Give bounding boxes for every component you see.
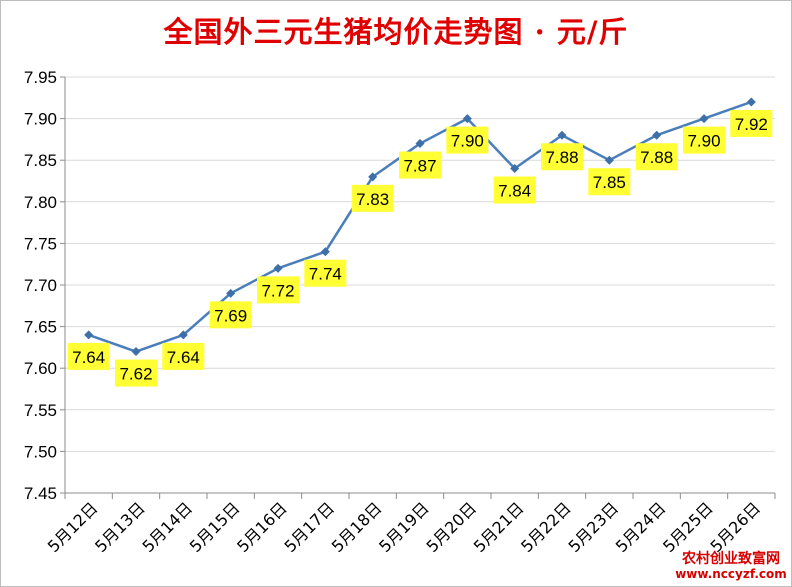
x-tick-label: 5月24日 — [612, 498, 670, 556]
data-label-box — [399, 151, 441, 179]
data-point — [84, 330, 94, 340]
x-tick-label: 5月23日 — [564, 498, 622, 556]
data-label-box — [588, 168, 631, 196]
x-tick-label: 5月18日 — [328, 498, 386, 556]
x-tick-label: 5月22日 — [517, 498, 575, 556]
data-label-box — [683, 126, 725, 154]
data-label-box — [209, 301, 252, 329]
y-tick-label: 7.90 — [24, 110, 57, 129]
y-tick-label: 7.95 — [24, 68, 57, 87]
y-tick-label: 7.75 — [24, 234, 57, 253]
x-tick-label: 5月20日 — [422, 498, 480, 556]
data-point — [510, 164, 520, 174]
data-label: 7.64 — [72, 348, 105, 367]
x-tick-label: 5月13日 — [91, 498, 149, 556]
watermark: 农村创业致富网 www.nccyzf.com — [675, 551, 787, 581]
data-point — [131, 347, 141, 357]
data-label: 7.85 — [593, 173, 626, 192]
data-label: 7.83 — [356, 190, 389, 209]
data-label-box — [730, 109, 773, 137]
data-point — [557, 130, 567, 140]
data-label: 7.69 — [214, 306, 247, 325]
data-label-box — [635, 143, 678, 171]
data-point — [415, 139, 425, 149]
data-point — [320, 247, 330, 257]
data-label: 7.88 — [545, 148, 578, 167]
data-label: 7.92 — [735, 115, 768, 134]
x-tick-label: 5月12日 — [44, 498, 102, 556]
x-tick-label: 5月16日 — [233, 498, 291, 556]
data-point — [368, 172, 378, 182]
data-label: 7.88 — [640, 148, 673, 167]
data-label: 7.84 — [498, 182, 531, 201]
data-label: 7.64 — [167, 348, 200, 367]
y-tick-label: 7.45 — [24, 484, 57, 503]
data-label-box — [351, 184, 394, 212]
data-label-box — [257, 276, 299, 304]
data-label-box — [541, 143, 583, 171]
y-tick-label: 7.85 — [24, 151, 57, 170]
data-point — [226, 288, 236, 298]
x-tick-label: 5月21日 — [470, 498, 528, 556]
data-point — [273, 263, 283, 273]
y-tick-label: 7.60 — [24, 359, 57, 378]
data-label: 7.62 — [119, 365, 152, 384]
data-label-box — [493, 176, 536, 204]
x-tick-label: 5月15日 — [186, 498, 244, 556]
x-tick-label: 5月19日 — [375, 498, 433, 556]
data-label: 7.90 — [687, 132, 720, 151]
data-point — [604, 155, 614, 165]
data-label: 7.90 — [451, 132, 484, 151]
data-point — [178, 330, 188, 340]
watermark-url: www.nccyzf.com — [675, 567, 787, 581]
y-tick-label: 7.70 — [24, 276, 57, 295]
data-point — [652, 130, 662, 140]
data-label-box — [304, 259, 347, 287]
watermark-text: 农村创业致富网 — [682, 551, 780, 567]
data-label: 7.87 — [403, 157, 436, 176]
data-point — [746, 97, 756, 107]
data-point — [462, 114, 472, 124]
data-label: 7.72 — [261, 281, 294, 300]
x-tick-label: 5月25日 — [659, 498, 717, 556]
y-tick-label: 7.65 — [24, 318, 57, 337]
data-label-box — [115, 359, 157, 387]
y-tick-label: 7.80 — [24, 193, 57, 212]
data-point — [699, 114, 709, 124]
x-tick-label: 5月17日 — [280, 498, 338, 556]
y-tick-label: 7.50 — [24, 442, 57, 461]
x-tick-label: 5月14日 — [138, 498, 196, 556]
data-label-box — [67, 342, 110, 370]
data-label: 7.74 — [309, 265, 342, 284]
chart-title: 全国外三元生猪均价走势图 · 元/斤 — [163, 15, 629, 49]
y-tick-label: 7.55 — [24, 401, 57, 420]
data-label-box — [446, 126, 489, 154]
data-label-box — [162, 342, 205, 370]
x-tick-label: 5月26日 — [706, 498, 764, 556]
